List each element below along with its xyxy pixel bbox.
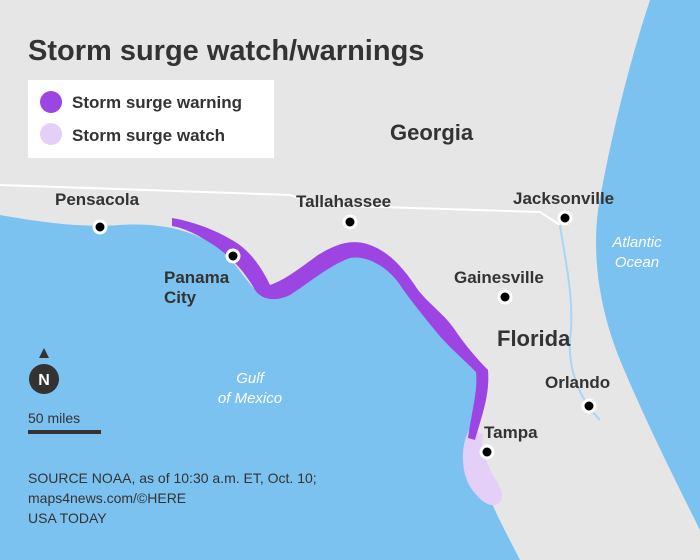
state-label: Georgia — [390, 120, 474, 145]
source: SOURCE NOAA, as of 10:30 a.m. ET, Oct. 1… — [28, 470, 317, 486]
city-label: Orlando — [545, 373, 610, 392]
city-label: Jacksonville — [513, 189, 614, 208]
city-label: Pensacola — [55, 190, 140, 209]
city-label: Tallahassee — [296, 192, 391, 211]
river — [559, 224, 601, 421]
city-label: Gainesville — [454, 268, 544, 287]
north-badge — [29, 364, 59, 394]
legend-box — [28, 80, 274, 158]
scale-label: 50 miles — [28, 410, 80, 426]
title: Storm surge watch/warnings — [28, 35, 424, 67]
water-label: Atlantic Ocean — [611, 234, 662, 271]
city-dot — [497, 289, 513, 305]
legend-swatch — [40, 91, 62, 113]
city-dot — [92, 219, 108, 235]
city-dot — [557, 210, 573, 226]
surge-warning-area — [172, 218, 489, 440]
city-dot — [479, 444, 495, 460]
source: maps4news.com/©HERE — [28, 490, 186, 506]
city-dot — [225, 248, 241, 264]
scale-bar — [28, 430, 101, 434]
north-arrow — [39, 348, 49, 358]
legend-swatch — [40, 123, 62, 145]
city-label: Panama City — [164, 268, 230, 307]
north-label: N — [38, 372, 50, 389]
state-label: Florida — [497, 326, 571, 351]
state-border — [0, 184, 561, 226]
city-dot — [342, 214, 358, 230]
water-label: Gulf of Mexico — [218, 370, 282, 407]
source: USA TODAY — [28, 510, 107, 526]
city-label: Tampa — [484, 423, 538, 442]
legend-label: Storm surge warning — [72, 93, 242, 112]
city-dot — [581, 398, 597, 414]
legend-label: Storm surge watch — [72, 126, 225, 145]
